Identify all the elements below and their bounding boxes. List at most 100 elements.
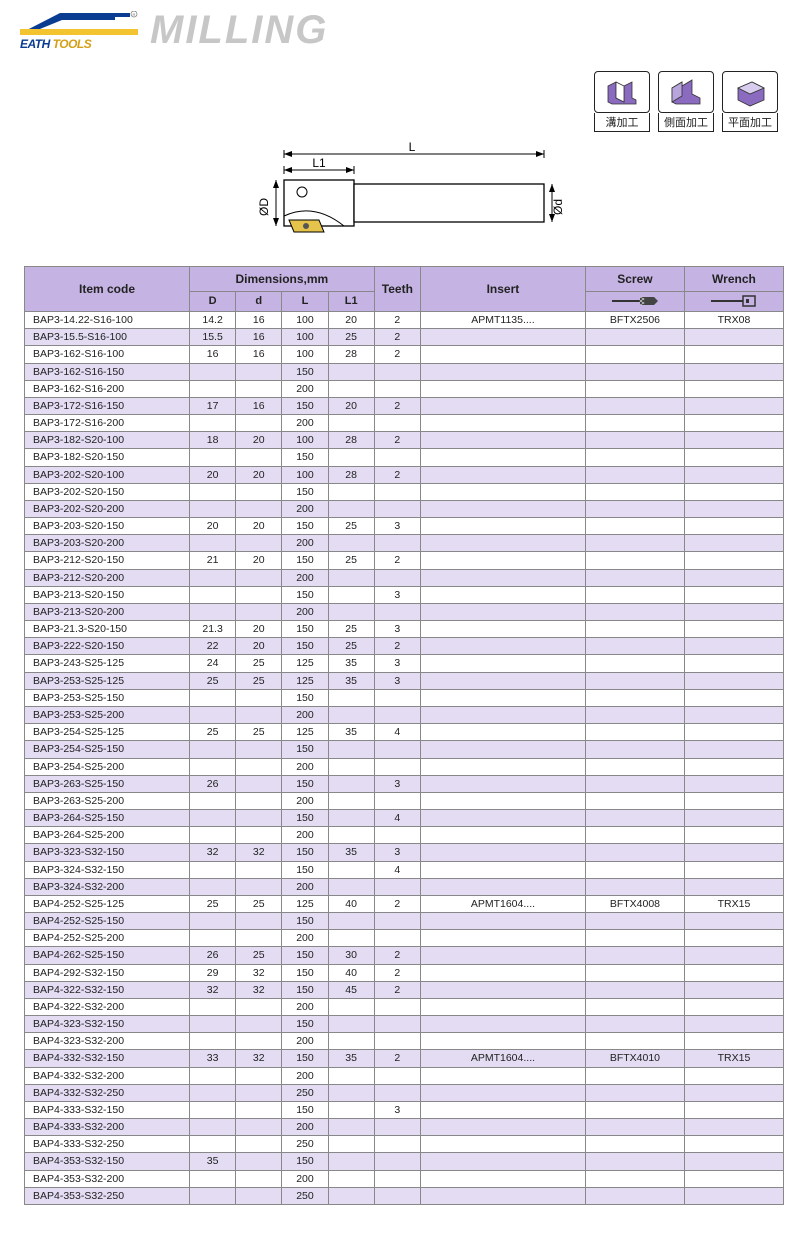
cell-L1 xyxy=(328,706,374,723)
cell-d xyxy=(236,998,282,1015)
cell-d xyxy=(236,1187,282,1204)
cell-insert xyxy=(420,981,585,998)
cell-d xyxy=(236,603,282,620)
cell-teeth xyxy=(374,535,420,552)
cell-D: 29 xyxy=(189,964,235,981)
table-row: BAP3-254-S25-1252525125354 xyxy=(25,724,784,741)
cell-wrench xyxy=(684,449,783,466)
cell-code: BAP3-21.3-S20-150 xyxy=(25,621,190,638)
cell-wrench: TRX15 xyxy=(684,1050,783,1067)
cell-wrench xyxy=(684,1016,783,1033)
screw-icon-cell xyxy=(585,292,684,312)
cell-wrench xyxy=(684,964,783,981)
cell-insert xyxy=(420,998,585,1015)
cell-teeth: 2 xyxy=(374,895,420,912)
cell-d xyxy=(236,1016,282,1033)
table-row: BAP4-333-S32-250250 xyxy=(25,1136,784,1153)
cell-D xyxy=(189,449,235,466)
cell-screw xyxy=(585,1136,684,1153)
cell-L1: 35 xyxy=(328,672,374,689)
cell-D: 14.2 xyxy=(189,312,235,329)
cell-insert: APMT1604.... xyxy=(420,895,585,912)
cell-L1: 35 xyxy=(328,655,374,672)
cell-D xyxy=(189,861,235,878)
th-teeth: Teeth xyxy=(374,267,420,312)
cell-code: BAP3-212-S20-200 xyxy=(25,569,190,586)
cell-wrench xyxy=(684,397,783,414)
cell-code: BAP3-202-S20-150 xyxy=(25,483,190,500)
cell-L1 xyxy=(328,827,374,844)
cell-insert xyxy=(420,569,585,586)
cell-D: 20 xyxy=(189,518,235,535)
table-body: BAP3-14.22-S16-10014.216100202APMT1135..… xyxy=(25,312,784,1205)
table-row: BAP3-212-S20-200200 xyxy=(25,569,784,586)
cell-L: 150 xyxy=(282,483,328,500)
cell-L: 150 xyxy=(282,518,328,535)
cell-L: 200 xyxy=(282,1119,328,1136)
cell-screw xyxy=(585,913,684,930)
cell-screw xyxy=(585,792,684,809)
cell-code: BAP4-332-S32-150 xyxy=(25,1050,190,1067)
cell-d xyxy=(236,706,282,723)
cell-teeth: 2 xyxy=(374,312,420,329)
cell-L: 150 xyxy=(282,964,328,981)
cell-teeth xyxy=(374,741,420,758)
cell-wrench: TRX08 xyxy=(684,312,783,329)
cell-code: BAP4-252-S25-150 xyxy=(25,913,190,930)
table-row: BAP3-264-S25-1501504 xyxy=(25,810,784,827)
cell-L1 xyxy=(328,603,374,620)
cell-L1: 28 xyxy=(328,466,374,483)
cell-code: BAP3-253-S25-150 xyxy=(25,689,190,706)
cell-L1 xyxy=(328,415,374,432)
cell-code: BAP3-254-S25-125 xyxy=(25,724,190,741)
cell-d xyxy=(236,878,282,895)
cell-screw xyxy=(585,878,684,895)
cell-L1 xyxy=(328,775,374,792)
svg-text:Ød: Ød xyxy=(551,199,565,215)
cell-D xyxy=(189,913,235,930)
cell-screw xyxy=(585,363,684,380)
cell-code: BAP3-323-S32-150 xyxy=(25,844,190,861)
cell-screw xyxy=(585,1153,684,1170)
cell-code: BAP3-203-S20-150 xyxy=(25,518,190,535)
side-milling-icon xyxy=(658,71,714,113)
cell-L1: 25 xyxy=(328,638,374,655)
cell-teeth: 4 xyxy=(374,724,420,741)
cell-insert: APMT1135.... xyxy=(420,312,585,329)
cell-L: 150 xyxy=(282,689,328,706)
cell-screw xyxy=(585,432,684,449)
cell-code: BAP4-252-S25-200 xyxy=(25,930,190,947)
table-row: BAP3-162-S16-200200 xyxy=(25,380,784,397)
th-d: d xyxy=(236,292,282,312)
cell-insert xyxy=(420,844,585,861)
cell-L1: 20 xyxy=(328,312,374,329)
cell-wrench xyxy=(684,603,783,620)
cell-screw xyxy=(585,397,684,414)
table-row: BAP4-322-S32-1503232150452 xyxy=(25,981,784,998)
th-D: D xyxy=(189,292,235,312)
cell-L: 150 xyxy=(282,1050,328,1067)
screw-icon xyxy=(610,294,660,308)
cell-L1: 20 xyxy=(328,397,374,414)
process-icon-face: 平面加工 xyxy=(722,71,778,132)
cell-code: BAP4-333-S32-200 xyxy=(25,1119,190,1136)
cell-wrench xyxy=(684,672,783,689)
cell-wrench xyxy=(684,775,783,792)
cell-insert xyxy=(420,518,585,535)
cell-screw xyxy=(585,758,684,775)
cell-D xyxy=(189,810,235,827)
process-icon-slot: 溝加工 xyxy=(594,71,650,132)
cell-insert xyxy=(420,964,585,981)
cell-insert xyxy=(420,552,585,569)
table-row: BAP3-182-S20-150150 xyxy=(25,449,784,466)
cell-D xyxy=(189,1170,235,1187)
page-header: R EATH TOOLS MILLING xyxy=(0,0,808,61)
cell-code: BAP3-172-S16-150 xyxy=(25,397,190,414)
table-row: BAP3-14.22-S16-10014.216100202APMT1135..… xyxy=(25,312,784,329)
cell-teeth: 2 xyxy=(374,552,420,569)
cell-insert xyxy=(420,706,585,723)
th-wrench: Wrench xyxy=(684,267,783,292)
cell-screw xyxy=(585,861,684,878)
cell-code: BAP3-243-S25-125 xyxy=(25,655,190,672)
cell-wrench xyxy=(684,655,783,672)
